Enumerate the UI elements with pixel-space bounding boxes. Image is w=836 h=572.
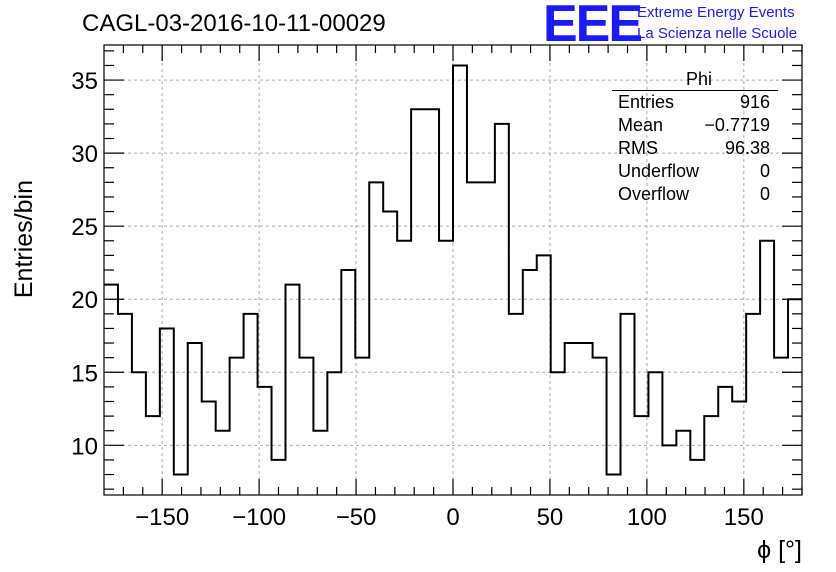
chart-title: CAGL-03-2016-10-11-00029	[82, 10, 386, 37]
histogram-bin	[565, 343, 579, 495]
logo-line-2: La Scienza nelle Scuole	[637, 25, 798, 42]
histogram-bin	[551, 372, 565, 495]
histogram-bin	[718, 387, 732, 495]
stat-label: Entries	[618, 92, 675, 112]
logo-line-1: Extreme Energy Events	[637, 4, 795, 21]
histogram-bin	[411, 109, 425, 495]
histogram-bin	[453, 65, 467, 495]
histogram-bin	[258, 387, 272, 495]
y-tick-label: 25	[71, 214, 98, 241]
histogram-bin	[299, 358, 313, 495]
stat-value: 0	[759, 161, 770, 181]
histogram-bin	[662, 445, 676, 495]
stats-divider	[612, 90, 778, 91]
histogram-bin	[495, 124, 509, 495]
y-tick-label: 20	[71, 287, 98, 314]
histogram-bin	[146, 416, 160, 495]
histogram-bin	[634, 416, 648, 495]
histogram-bin	[285, 285, 299, 495]
histogram-bin	[467, 182, 481, 495]
histogram-bin	[160, 328, 174, 495]
histogram-bin	[216, 431, 230, 495]
x-tick-label: 50	[537, 504, 564, 531]
histogram-bin	[537, 255, 551, 495]
histogram-bin	[676, 431, 690, 495]
x-tick-label: 100	[627, 504, 667, 531]
histogram-bin	[690, 460, 704, 495]
histogram-bin	[327, 372, 341, 495]
histogram-bin	[369, 182, 383, 495]
histogram-bin	[355, 358, 369, 495]
y-tick-label: 30	[71, 141, 98, 168]
histogram-bin	[104, 285, 118, 495]
histogram-bin	[760, 241, 774, 495]
histogram-bin	[579, 343, 593, 495]
stats-box-title: Phi	[685, 69, 712, 89]
histogram-bin	[202, 401, 216, 495]
stat-value: 916	[739, 92, 770, 112]
histogram-bin	[118, 314, 132, 495]
stat-label: Overflow	[618, 184, 690, 204]
histogram-bin	[509, 314, 523, 495]
histogram-series	[104, 64, 802, 476]
histogram-bin	[383, 212, 397, 495]
x-axis-label: ϕ [°]	[757, 536, 802, 564]
x-tick-label: −150	[135, 504, 189, 531]
histogram-bin	[774, 358, 788, 495]
histogram-bin	[607, 475, 621, 495]
eee-logo-mark: EEE	[543, 0, 643, 53]
histogram-bin	[439, 241, 453, 495]
stats-row-overflow: Overflow 0	[612, 183, 778, 206]
histogram-bin	[621, 314, 635, 495]
histogram-bin	[272, 460, 286, 495]
stat-value: −0.7719	[704, 115, 770, 135]
stats-row-mean: Mean −0.7719	[612, 114, 778, 137]
histogram-bin	[788, 299, 802, 495]
histogram-bin	[481, 182, 495, 495]
x-tick-label: 150	[724, 504, 764, 531]
stats-row-rms: RMS 96.38	[612, 137, 778, 160]
stat-label: Mean	[618, 115, 664, 135]
histogram-bin	[732, 401, 746, 495]
stats-row-entries: Entries 916	[612, 91, 778, 114]
stat-value: 0	[759, 184, 770, 204]
histogram-bin	[188, 343, 202, 495]
x-tick-label: −100	[232, 504, 286, 531]
histogram-bin	[313, 431, 327, 495]
stats-row-underflow: Underflow 0	[612, 160, 778, 183]
x-tick-label: 0	[446, 504, 459, 531]
stat-label: Underflow	[618, 161, 700, 181]
histogram-bin	[341, 270, 355, 495]
histogram-bin	[397, 241, 411, 495]
y-tick-labels: 10 15 20 25 30 35	[71, 68, 98, 460]
histogram-bin	[425, 109, 439, 495]
histogram-bin	[648, 372, 662, 495]
histogram-bin	[230, 358, 244, 495]
histogram-bin	[593, 358, 607, 495]
histogram-bin	[244, 314, 258, 495]
histogram-bin	[174, 475, 188, 495]
histogram-bin	[523, 270, 537, 495]
stat-label: RMS	[618, 138, 658, 158]
histogram-bin	[746, 314, 760, 495]
y-axis-label: Entries/bin	[10, 180, 38, 298]
histogram-bin	[704, 416, 718, 495]
stat-value: 96.38	[724, 138, 770, 158]
histogram-bin	[132, 372, 146, 495]
axis-ticks	[104, 45, 803, 495]
y-tick-label: 35	[71, 68, 98, 95]
y-tick-label: 15	[71, 360, 98, 387]
stats-box: Phi Entries 916 Mean −0.7719 RMS 96.38 U…	[612, 69, 778, 206]
x-tick-label: −50	[336, 504, 377, 531]
y-tick-label: 10	[71, 433, 98, 460]
x-tick-labels: −150 −100 −50 0 50 100 150	[135, 504, 764, 531]
